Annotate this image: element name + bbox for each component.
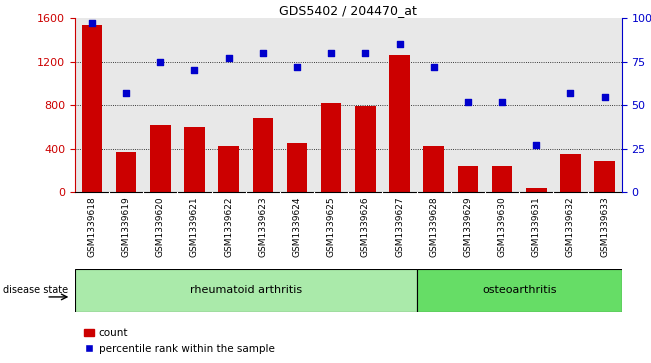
Point xyxy=(258,50,268,56)
Point xyxy=(121,90,132,96)
Bar xyxy=(355,106,376,192)
Bar xyxy=(286,143,307,192)
Bar xyxy=(82,25,102,192)
Point xyxy=(360,50,370,56)
Text: GSM1339632: GSM1339632 xyxy=(566,196,575,257)
Title: GDS5402 / 204470_at: GDS5402 / 204470_at xyxy=(279,4,417,17)
Point xyxy=(565,90,575,96)
Bar xyxy=(150,125,171,192)
Text: osteoarthritis: osteoarthritis xyxy=(482,285,557,295)
Point xyxy=(395,41,405,47)
Text: GSM1339628: GSM1339628 xyxy=(429,196,438,257)
Text: GSM1339621: GSM1339621 xyxy=(190,196,199,257)
Text: GSM1339619: GSM1339619 xyxy=(122,196,131,257)
Bar xyxy=(389,55,409,192)
Text: GSM1339631: GSM1339631 xyxy=(532,196,541,257)
Bar xyxy=(526,188,546,192)
Point xyxy=(189,68,200,73)
Bar xyxy=(423,146,444,192)
Bar xyxy=(560,154,581,192)
Text: GSM1339626: GSM1339626 xyxy=(361,196,370,257)
Point xyxy=(155,59,165,65)
Text: GSM1339625: GSM1339625 xyxy=(327,196,336,257)
Point xyxy=(87,20,97,26)
Bar xyxy=(116,152,137,192)
Text: rheumatoid arthritis: rheumatoid arthritis xyxy=(189,285,302,295)
Bar xyxy=(417,269,622,312)
Point xyxy=(600,94,610,99)
Text: GSM1339630: GSM1339630 xyxy=(497,196,506,257)
Point xyxy=(428,64,439,70)
Point xyxy=(531,142,542,148)
Text: GSM1339629: GSM1339629 xyxy=(464,196,473,257)
Text: GSM1339620: GSM1339620 xyxy=(156,196,165,257)
Bar xyxy=(594,161,615,192)
Text: GSM1339622: GSM1339622 xyxy=(224,196,233,257)
Legend: count, percentile rank within the sample: count, percentile rank within the sample xyxy=(80,324,279,358)
Text: GSM1339624: GSM1339624 xyxy=(292,196,301,257)
Bar xyxy=(253,118,273,192)
Point xyxy=(326,50,337,56)
Text: GSM1339627: GSM1339627 xyxy=(395,196,404,257)
Bar xyxy=(321,103,341,192)
Bar xyxy=(458,166,478,192)
Point xyxy=(292,64,302,70)
Bar xyxy=(219,146,239,192)
Point xyxy=(223,55,234,61)
Text: disease state: disease state xyxy=(3,285,68,295)
Point xyxy=(463,99,473,105)
Bar xyxy=(492,166,512,192)
Text: GSM1339618: GSM1339618 xyxy=(87,196,96,257)
Text: GSM1339623: GSM1339623 xyxy=(258,196,268,257)
Text: GSM1339633: GSM1339633 xyxy=(600,196,609,257)
Point xyxy=(497,99,507,105)
Bar xyxy=(184,127,204,192)
Bar xyxy=(75,269,417,312)
